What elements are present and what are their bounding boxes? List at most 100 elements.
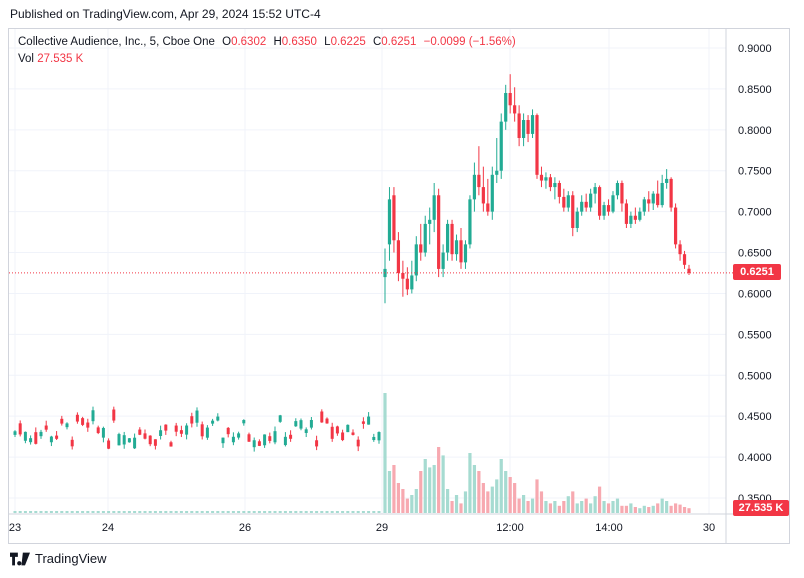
candle-body [665,178,669,183]
volume-bar [401,489,405,513]
candle-body [138,429,142,435]
volume-bar [539,491,544,513]
volume-bar [410,495,414,513]
x-tick-label: 14:00 [595,522,623,534]
candle-body [133,437,137,449]
candle-body [221,437,225,444]
volume-bar [606,503,611,513]
candle-body [410,275,414,290]
volume-bar [387,471,392,513]
candle-body [23,431,27,441]
candle-body [101,427,105,438]
candle-body [504,93,508,122]
tradingview-brand[interactable]: TradingView [10,551,107,566]
volume-bar [205,511,209,513]
volume-bar [428,467,432,513]
volume-bar [367,511,371,513]
volume-bar [211,511,215,513]
volume-bar [405,498,409,513]
volume-bar [423,459,427,513]
ohlc-legend: Collective Audience, Inc., 5, Cboe One O… [18,36,516,48]
volume-bar [268,511,272,513]
candle-body [39,431,43,437]
candle-body [678,244,682,255]
volume-bar [372,511,376,513]
candle-body [481,187,485,204]
volume-bar [508,477,512,513]
volume-bar [29,511,33,513]
candle-body [387,199,392,245]
candle-body [294,421,298,427]
candle-body [472,174,477,200]
y-tick-label: 0.8500 [738,84,772,96]
candle-body [530,115,535,134]
volume-bar [257,511,261,513]
candle-body [122,435,126,445]
candle-body [252,440,256,448]
volume-bar [81,511,85,513]
candle-body [107,440,111,449]
low-label: L [324,36,331,48]
candle-body [602,205,606,216]
candle-body [127,438,131,443]
symbol-title: Collective Audience, Inc., 5, Cboe One [18,36,215,48]
x-tick-label: 24 [102,522,114,534]
volume-bar [486,491,490,513]
volume-bar [44,511,48,513]
change-value: −0.0099 (−1.56%) [423,36,516,48]
volume-bar [159,511,163,513]
volume-bar [309,511,313,513]
volume-bar [495,479,499,513]
candle-body [304,429,308,433]
volume-bar [678,504,682,513]
candle-body [367,416,371,425]
volume-bar [153,511,157,513]
candle-body [642,199,646,212]
volume-bar [392,465,396,513]
candle-body [60,418,64,424]
volume-bar [521,495,526,513]
candle-body [620,183,624,204]
candle-body [49,436,53,443]
candle-body [513,105,517,114]
candle-body [566,195,570,208]
volume-bar [75,511,79,513]
candle-body [200,424,204,437]
volume-bar [571,491,575,513]
brand-label: TradingView [35,551,107,566]
candle-body [242,420,246,424]
candle-body [335,426,339,434]
volume-value: 27.535 K [37,53,84,65]
candle-body [557,183,561,197]
candle-body [70,439,74,447]
candle-body [289,434,293,439]
candle-body [463,244,468,263]
volume-bar [580,501,584,513]
candle-body [477,174,481,188]
volume-bar [602,501,606,513]
candle-body [346,424,350,433]
volume-bar [589,503,593,513]
candle-body [361,421,365,424]
volume-bar [273,511,277,513]
candle-body [597,187,602,216]
candle-body [65,423,69,428]
tradingview-logo-icon [10,552,30,565]
candle-body [544,177,548,181]
volume-bar [414,489,418,513]
volume-bar [450,501,454,513]
volume-bar [325,511,329,513]
candle-body [638,211,642,220]
candle-body [445,223,450,253]
candle-body [34,432,38,444]
candle-body [428,219,432,224]
volume-bar [278,511,282,513]
candle-body [96,427,100,434]
volume-bar [283,511,287,513]
volume-bar [86,511,90,513]
candle-body [454,240,459,255]
volume-bar [437,447,441,513]
candle-body [589,193,593,208]
y-tick-label: 0.4000 [738,452,772,464]
